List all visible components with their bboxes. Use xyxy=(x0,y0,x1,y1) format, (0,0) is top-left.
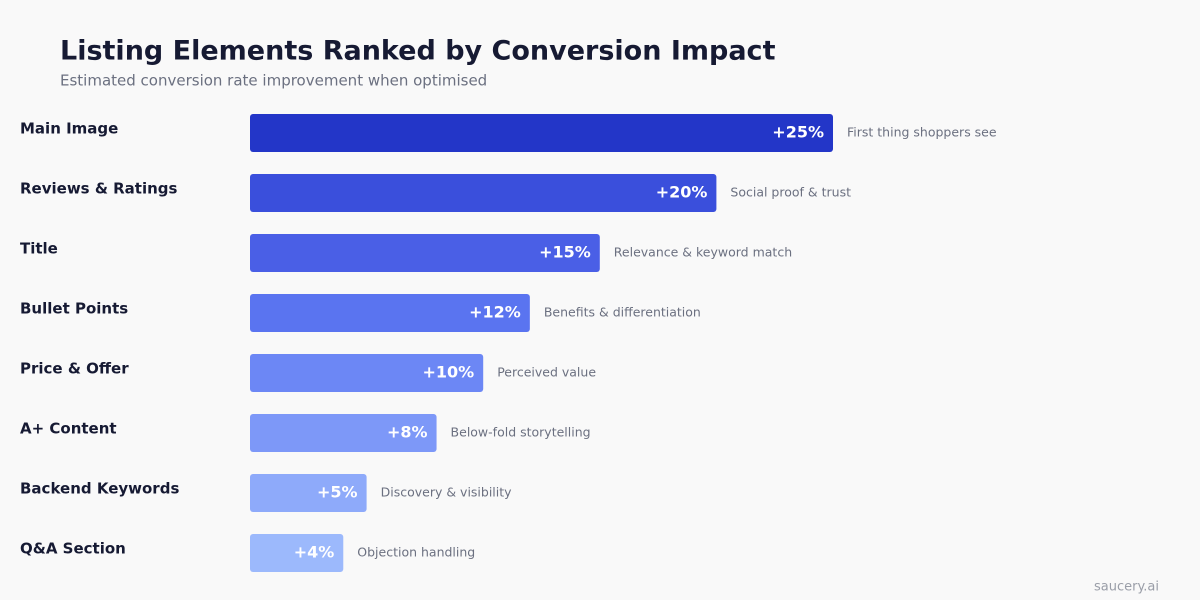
category-label: Title xyxy=(20,240,58,258)
bar xyxy=(250,534,344,572)
annotation: Discovery & visibility xyxy=(381,485,513,500)
category-label: Q&A Section xyxy=(20,540,126,558)
annotation: Objection handling xyxy=(357,545,475,560)
bar xyxy=(250,474,367,512)
annotation: Benefits & differentiation xyxy=(544,305,701,320)
bar xyxy=(250,294,530,332)
category-label: Bullet Points xyxy=(20,300,128,318)
value-label: +10% xyxy=(422,363,474,382)
bar xyxy=(250,114,833,152)
annotation: Below-fold storytelling xyxy=(451,425,591,440)
category-label: Reviews & Ratings xyxy=(20,180,178,198)
category-label: Price & Offer xyxy=(20,360,129,378)
annotation: First thing shoppers see xyxy=(847,125,997,140)
source: saucery.ai xyxy=(1094,580,1159,595)
category-label: A+ Content xyxy=(20,420,117,438)
bar xyxy=(250,354,484,392)
category-label: Backend Keywords xyxy=(20,480,179,498)
value-label: +25% xyxy=(772,123,824,142)
annotation: Social proof & trust xyxy=(730,185,851,200)
bar xyxy=(250,174,717,212)
value-label: +15% xyxy=(539,243,591,262)
annotation: Relevance & keyword match xyxy=(614,245,792,260)
category-label: Main Image xyxy=(20,120,118,138)
bar xyxy=(250,414,437,452)
bar xyxy=(250,234,600,272)
value-label: +4% xyxy=(294,543,335,562)
value-label: +20% xyxy=(656,183,708,202)
chart-title: Listing Elements Ranked by Conversion Im… xyxy=(60,36,776,67)
value-label: +5% xyxy=(317,483,358,502)
value-label: +12% xyxy=(469,303,521,322)
chart-subtitle: Estimated conversion rate improvement wh… xyxy=(60,72,487,90)
value-label: +8% xyxy=(387,423,428,442)
annotation: Perceived value xyxy=(497,365,596,380)
